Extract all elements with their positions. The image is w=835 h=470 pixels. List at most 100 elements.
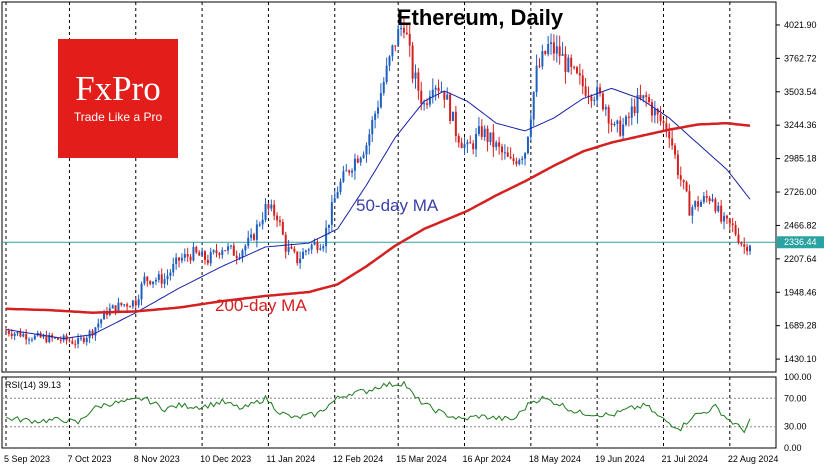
candle-body	[68, 340, 71, 342]
candle-body	[195, 246, 198, 253]
candle-body	[377, 107, 379, 114]
candle-body	[339, 181, 342, 192]
candle-body	[227, 246, 230, 251]
x-tick-label: 7 Oct 2023	[67, 454, 111, 464]
current-price-badge	[777, 236, 824, 249]
candle-body	[54, 337, 57, 339]
candle-body	[402, 27, 405, 33]
candle-body	[725, 215, 728, 219]
candle-body	[688, 191, 691, 216]
candle-body	[449, 94, 452, 121]
candle-body	[10, 333, 13, 337]
candle-body	[581, 75, 584, 87]
candle-body	[544, 51, 547, 54]
candle-body	[131, 300, 134, 307]
candle-body	[48, 334, 51, 343]
candle-body	[532, 92, 535, 120]
candle-body	[293, 248, 296, 252]
candle-body	[278, 220, 281, 222]
candle-body	[152, 281, 155, 285]
candle-body	[296, 251, 299, 264]
candle-body	[728, 218, 731, 224]
candle-body	[56, 337, 59, 340]
candle-body	[117, 302, 120, 312]
x-tick-label: 5 Sep 2023	[4, 454, 50, 464]
candle-body	[22, 334, 25, 337]
candle-body	[639, 95, 642, 99]
candle-body	[16, 331, 19, 334]
candle-body	[45, 335, 48, 343]
candle-body	[552, 42, 555, 54]
candle-body	[417, 72, 420, 91]
candle-body	[348, 170, 351, 173]
y-tick-label: 2466.82	[784, 220, 817, 230]
candle-body	[313, 242, 316, 245]
candle-body	[524, 153, 527, 159]
candle-body	[463, 144, 466, 148]
candle-body	[472, 143, 475, 150]
candle-body	[512, 158, 515, 162]
candle-body	[126, 304, 129, 307]
candle-body	[322, 246, 325, 249]
candle-body	[475, 133, 478, 150]
candle-body	[241, 250, 244, 258]
candle-body	[175, 257, 178, 265]
candle-body	[734, 225, 737, 235]
rsi-frame	[1, 376, 777, 449]
candle-body	[103, 311, 106, 320]
candle-body	[180, 257, 183, 261]
candle-body	[674, 145, 677, 155]
candle-body	[137, 299, 140, 306]
candle-body	[437, 87, 440, 92]
candle-body	[411, 45, 414, 79]
y-tick-label: 3503.54	[784, 87, 817, 97]
candle-body	[601, 93, 604, 110]
candle-body	[642, 95, 645, 99]
candle-body	[558, 46, 561, 56]
candle-body	[77, 338, 80, 344]
ma200-line	[5, 121, 751, 314]
candle-body	[382, 82, 385, 94]
candle-body	[163, 279, 166, 284]
candle-body	[206, 259, 209, 264]
candle-body	[662, 121, 665, 124]
rsi-tick-label: 0.00	[784, 443, 802, 453]
candle-body	[359, 157, 362, 163]
candle-body	[316, 242, 319, 250]
candle-body	[671, 138, 674, 146]
candle-body	[25, 334, 28, 340]
candle-body	[550, 42, 553, 45]
x-tick-label: 12 Feb 2024	[333, 454, 384, 464]
candle-body	[299, 258, 302, 264]
candle-body	[224, 250, 227, 252]
candle-body	[518, 159, 521, 165]
candle-body	[221, 250, 224, 256]
candle-body	[480, 126, 483, 137]
y-tick-label: 1948.46	[784, 287, 817, 297]
y-tick-label: 2726.00	[784, 187, 817, 197]
candle-body	[287, 246, 290, 252]
candle-body	[503, 152, 506, 154]
candle-body	[120, 302, 123, 306]
candle-body	[351, 170, 354, 173]
candle-body	[140, 283, 143, 300]
rsi-tick-label: 100.00	[784, 372, 812, 382]
candle-body	[134, 300, 137, 306]
candle-body	[154, 279, 157, 282]
candle-body	[203, 251, 206, 260]
x-tick-label: 22 Aug 2024	[728, 454, 779, 464]
candle-body	[486, 128, 489, 142]
logo-wordmark: FxPro	[75, 69, 161, 108]
candle-body	[746, 246, 749, 252]
candle-body	[290, 246, 293, 249]
candle-body	[679, 175, 682, 180]
y-tick-label: 3762.72	[784, 53, 817, 63]
candle-body	[388, 56, 391, 66]
candle-body	[353, 158, 356, 171]
candle-body	[169, 272, 172, 276]
candle-body	[426, 103, 429, 105]
candle-body	[270, 204, 273, 209]
candle-body	[648, 97, 651, 103]
candle-body	[682, 179, 685, 183]
candle-body	[310, 244, 313, 250]
